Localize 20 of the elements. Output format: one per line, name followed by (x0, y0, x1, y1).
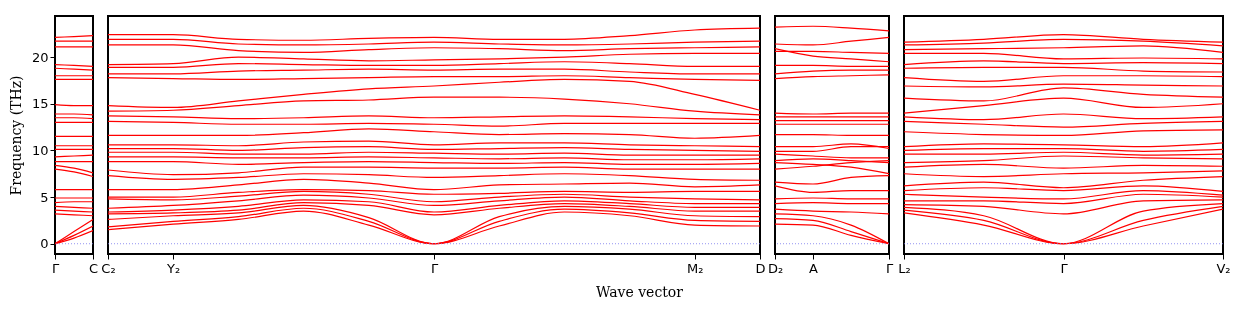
x-tick-label: Γ (885, 260, 894, 276)
x-tick-label: L₂ (898, 260, 911, 276)
y-tick-label: 5 (40, 189, 49, 205)
x-tick-label: C₂ (101, 260, 116, 276)
x-tick-label: Y₂ (166, 260, 181, 276)
x-tick-label: Γ (1060, 260, 1069, 276)
x-tick-label: Γ (51, 260, 60, 276)
x-tick-label: D₂ (767, 260, 784, 276)
x-tick-label: V₂ (1216, 260, 1231, 276)
x-axis-title: Wave vector (596, 283, 684, 300)
y-tick-label: 15 (31, 96, 49, 112)
y-axis-title: Frequency (THz) (7, 75, 24, 196)
x-tick-label: Γ (430, 260, 439, 276)
y-tick-label: 20 (31, 49, 49, 65)
y-tick-label: 0 (40, 236, 49, 252)
x-tick-label: D (755, 260, 766, 276)
x-tick-label: M₂ (687, 260, 704, 276)
x-tick-label: C (88, 260, 99, 276)
y-tick-label: 10 (31, 142, 49, 158)
x-tick-label: A (809, 260, 819, 276)
